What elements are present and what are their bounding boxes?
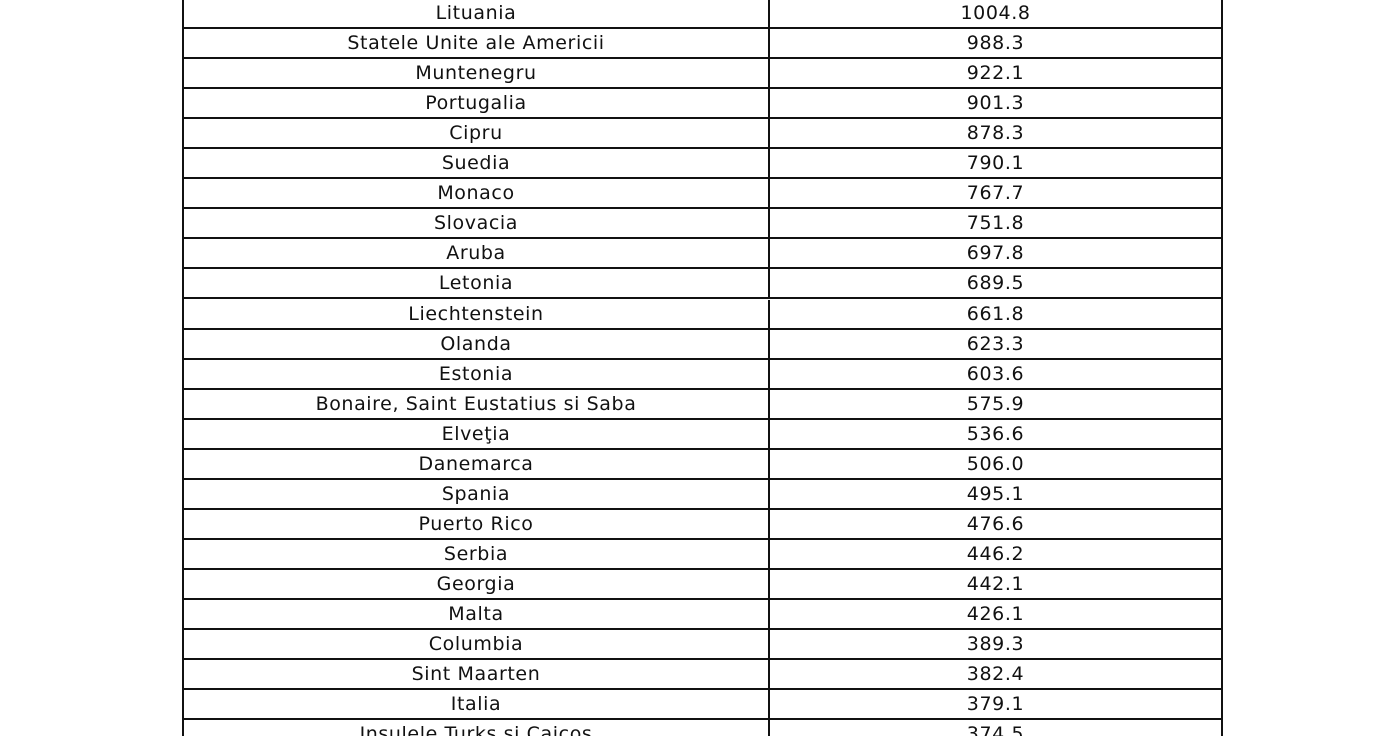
country-cell: Sint Maarten bbox=[184, 660, 770, 689]
table-row: Cipru 878.3 bbox=[184, 119, 1221, 150]
table-row: Slovacia 751.8 bbox=[184, 209, 1221, 240]
country-cell: Serbia bbox=[184, 539, 770, 568]
table-row: Lituania 1004.8 bbox=[184, 0, 1221, 30]
value-cell: 476.6 bbox=[966, 512, 1025, 535]
value-cell: 575.9 bbox=[966, 392, 1025, 415]
country-cell: Bonaire, Saint Eustatius si Saba bbox=[184, 389, 770, 418]
value-cell: 506.0 bbox=[966, 452, 1025, 475]
value-cell: 536.6 bbox=[966, 422, 1025, 445]
table-row: Georgia 442.1 bbox=[184, 569, 1221, 600]
table-row: Danemarca 506.0 bbox=[184, 449, 1221, 480]
table-row: Statele Unite ale Americii 988.3 bbox=[184, 29, 1221, 60]
value-cell: 901.3 bbox=[966, 92, 1025, 115]
country-cell: Cipru bbox=[184, 119, 770, 148]
table-row: Malta 426.1 bbox=[184, 600, 1221, 631]
table-row: Puerto Rico 476.6 bbox=[184, 509, 1221, 540]
table-row: Portugalia 901.3 bbox=[184, 89, 1221, 120]
country-cell: Elveţia bbox=[184, 419, 770, 448]
value-cell: 374.5 bbox=[966, 723, 1025, 736]
table-row: Suedia 790.1 bbox=[184, 149, 1221, 180]
country-cell: Monaco bbox=[184, 179, 770, 208]
value-cell: 495.1 bbox=[966, 482, 1025, 505]
country-cell: Portugalia bbox=[184, 89, 770, 118]
table-row: Letonia 689.5 bbox=[184, 269, 1221, 300]
value-cell: 697.8 bbox=[966, 242, 1025, 265]
country-cell: Georgia bbox=[184, 569, 770, 598]
table-row: Liechtenstein 661.8 bbox=[184, 299, 1221, 330]
country-cell: Aruba bbox=[184, 239, 770, 268]
value-cell: 790.1 bbox=[966, 152, 1025, 175]
table-row: Muntenegru 922.1 bbox=[184, 59, 1221, 90]
value-cell: 661.8 bbox=[966, 302, 1025, 325]
table-row: Columbia 389.3 bbox=[184, 630, 1221, 661]
table-row: Aruba 697.8 bbox=[184, 239, 1221, 270]
value-cell: 623.3 bbox=[966, 332, 1025, 355]
table-row: Monaco 767.7 bbox=[184, 179, 1221, 210]
table-row: Insulele Turks si Caicos 374.5 bbox=[184, 720, 1221, 736]
country-cell: Liechtenstein bbox=[184, 299, 770, 328]
value-cell: 922.1 bbox=[966, 62, 1025, 85]
country-cell: Puerto Rico bbox=[184, 509, 770, 538]
value-cell: 603.6 bbox=[966, 362, 1025, 385]
country-cell: Slovacia bbox=[184, 209, 770, 238]
country-cell: Spania bbox=[184, 479, 770, 508]
table-row: Olanda 623.3 bbox=[184, 329, 1221, 360]
value-cell: 442.1 bbox=[966, 572, 1025, 595]
country-cell: Danemarca bbox=[184, 449, 770, 478]
value-cell: 382.4 bbox=[966, 663, 1025, 686]
country-cell: Suedia bbox=[184, 149, 770, 178]
country-cell: Insulele Turks si Caicos bbox=[184, 720, 770, 736]
table-row: Sint Maarten 382.4 bbox=[184, 660, 1221, 691]
table-row: Serbia 446.2 bbox=[184, 539, 1221, 570]
country-cell: Estonia bbox=[184, 359, 770, 388]
value-cell: 389.3 bbox=[966, 633, 1025, 656]
value-cell: 751.8 bbox=[966, 212, 1025, 235]
table: Lituania 1004.8 Statele Unite ale Americii… bbox=[182, 0, 1223, 736]
country-cell: Italia bbox=[184, 690, 770, 719]
country-cell: Columbia bbox=[184, 630, 770, 659]
value-cell: 446.2 bbox=[966, 542, 1025, 565]
country-cell: Muntenegru bbox=[184, 59, 770, 88]
value-cell: 426.1 bbox=[966, 603, 1025, 626]
value-cell: 988.3 bbox=[966, 32, 1025, 55]
country-cell: Malta bbox=[184, 600, 770, 629]
value-cell: 689.5 bbox=[966, 272, 1025, 295]
value-cell: 767.7 bbox=[966, 182, 1025, 205]
country-cell: Statele Unite ale Americii bbox=[184, 29, 770, 58]
table-row: Elveţia 536.6 bbox=[184, 419, 1221, 450]
value-cell: 379.1 bbox=[966, 693, 1025, 716]
country-cell: Lituania bbox=[184, 0, 770, 28]
table-row: Estonia 603.6 bbox=[184, 359, 1221, 390]
table-row: Bonaire, Saint Eustatius si Saba 575.9 bbox=[184, 389, 1221, 420]
value-cell: 878.3 bbox=[966, 122, 1025, 145]
table-row: Italia 379.1 bbox=[184, 690, 1221, 721]
country-cell: Olanda bbox=[184, 329, 770, 358]
country-cell: Letonia bbox=[184, 269, 770, 298]
value-cell: 1004.8 bbox=[960, 2, 1031, 25]
table-row: Spania 495.1 bbox=[184, 479, 1221, 510]
